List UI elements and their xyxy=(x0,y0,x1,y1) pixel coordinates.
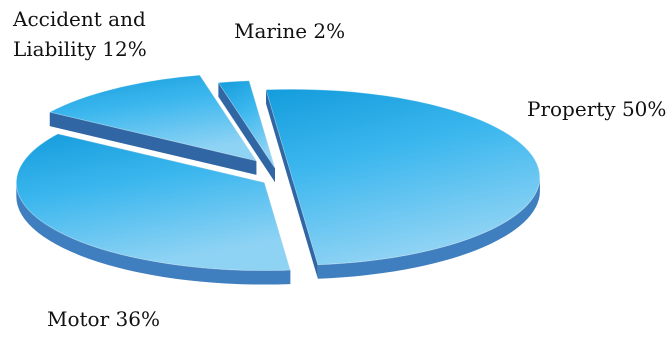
slice-marine xyxy=(217,80,276,169)
label-property: Property 50% xyxy=(527,97,667,121)
label-accident-liability-line2: Liability 12% xyxy=(13,37,147,61)
slice-property xyxy=(265,88,541,266)
slice-side-property xyxy=(266,89,540,279)
slice-motor xyxy=(15,133,291,271)
label-accident-liability-line1: Accident and xyxy=(13,7,146,31)
label-motor: Motor 36% xyxy=(47,307,160,331)
slice-accident-and-liability xyxy=(48,74,258,162)
label-marine: Marine 2% xyxy=(234,19,346,43)
